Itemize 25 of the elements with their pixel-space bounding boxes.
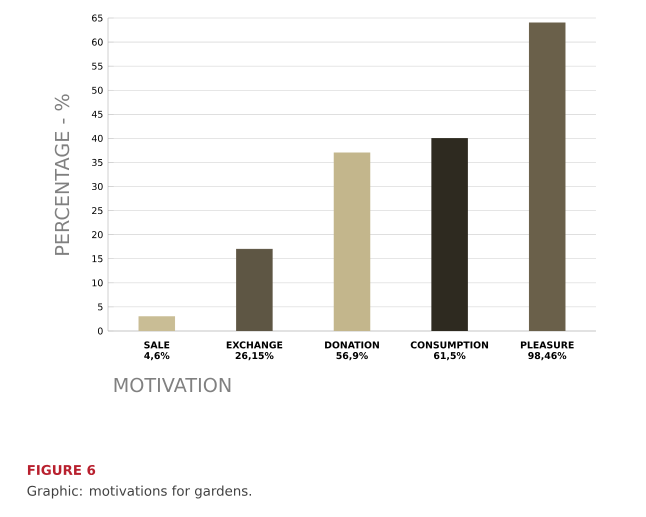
- x-tick-label: SALE 4,6%: [144, 341, 170, 360]
- x-tick-label: PLEASURE 98,46%: [520, 341, 574, 360]
- caption: FIGURE 6: [28, 464, 96, 476]
- bar: [138, 316, 176, 331]
- bar: [431, 138, 468, 331]
- y-tick-label: 40: [92, 134, 103, 142]
- text: Graphic: motivations for gardens.: [27, 486, 252, 498]
- y-tick-label: 0: [98, 327, 103, 335]
- x-axis-title: MOTIVATION: [114, 378, 230, 392]
- y-tick-label: 25: [92, 207, 102, 214]
- y-tick-label: 45: [92, 110, 102, 118]
- y-tick-label: 20: [92, 231, 103, 238]
- y-tick-label: 15: [92, 255, 102, 262]
- x-tick-label: CONSUMPTION 61,5%: [410, 341, 488, 360]
- y-tick-label: 60: [92, 38, 103, 46]
- y-tick-label: 55: [92, 62, 102, 70]
- y-tick-label: 35: [92, 158, 102, 166]
- x-tick-label: DONATION 56,9%: [325, 341, 379, 360]
- y-tick-label: 5: [98, 303, 102, 310]
- x-tick-label: EXCHANGE 26,15%: [226, 341, 282, 360]
- y-tick-label: 30: [92, 183, 103, 190]
- y-tick-label: 50: [92, 86, 103, 94]
- y-tick-label: 65: [92, 14, 102, 22]
- y-axis-title: PERCENTAGE - %: [54, 94, 70, 255]
- y-tick-label: 10: [92, 279, 103, 286]
